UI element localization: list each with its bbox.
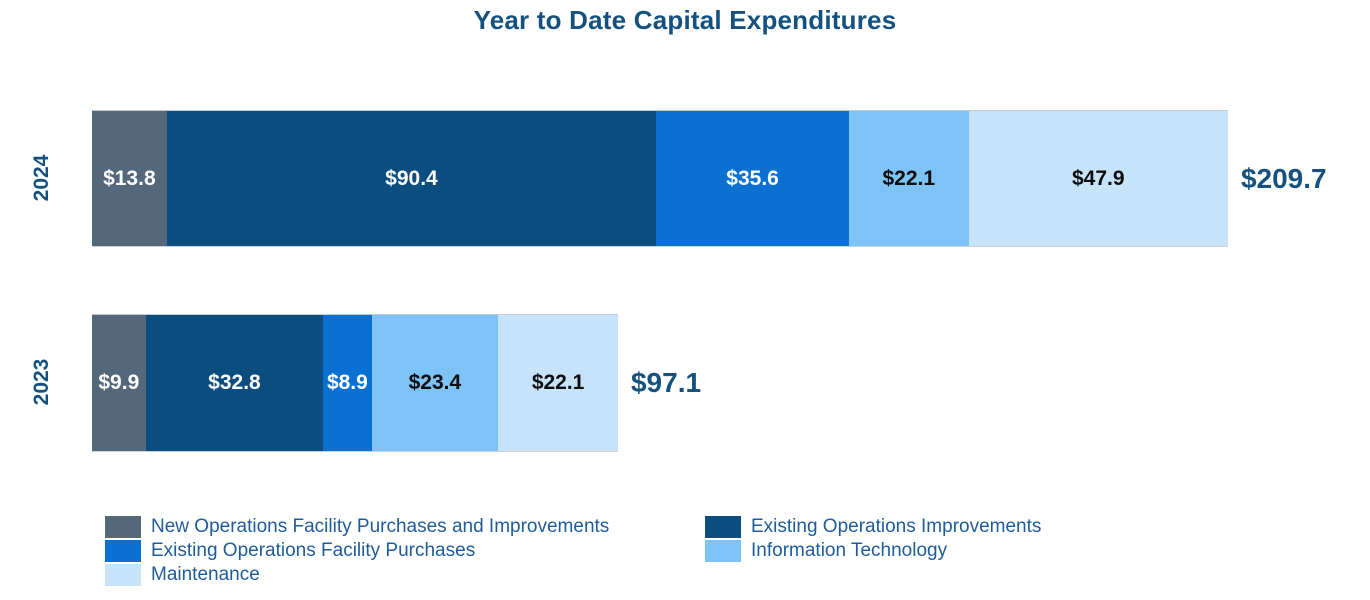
legend-swatch [105,540,141,562]
bar-segment: $9.9 [92,315,146,451]
segment-value-label: $47.9 [1071,166,1125,190]
legend-swatch [105,516,141,538]
legend-label: Information Technology [751,540,948,561]
year-axis-label-2023: 2023 [30,358,53,406]
segment-value-label: $22.1 [882,166,936,190]
legend-swatch [705,516,741,538]
legend-item: Information Technology [705,540,1041,562]
bar-segment: $22.1 [848,111,969,246]
segment-value-label: $13.8 [103,166,156,190]
bar-total-label-2024: $209.7 [1240,162,1327,194]
legend-item: Maintenance [105,564,705,586]
legend-label: New Operations Facility Purchases and Im… [151,516,610,537]
chart-legend: New Operations Facility Purchases and Im… [105,516,1041,586]
chart-title: Year to Date Capital Expenditures [473,5,897,35]
legend-label: Maintenance [151,564,260,585]
segment-value-label: $23.4 [408,371,462,394]
bar-segment: $32.8 [145,315,324,451]
bar-segment: $47.9 [968,111,1228,246]
legend-item: New Operations Facility Purchases and Im… [105,516,705,538]
legend-swatch [705,540,741,562]
bar-segment: $90.4 [166,111,657,246]
legend-label: Existing Operations Improvements [751,516,1042,537]
segment-value-label: $35.6 [726,166,779,190]
segment-value-label: $32.8 [208,371,261,394]
year-axis-label-2024: 2024 [30,154,53,201]
segment-value-label: $90.4 [385,166,438,190]
segment-value-label: $9.9 [98,371,140,394]
segment-value-label: $8.9 [326,371,368,394]
stacked-bar-2023: $9.9 $32.8 $8.9 $23.4 $22.1 [92,314,618,452]
legend-swatch [105,564,141,586]
bar-segment: $35.6 [656,111,849,246]
legend-item: Existing Operations Facility Purchases [105,540,705,562]
stacked-bar-2024: $13.8 $90.4 $35.6 $22.1 $47.9 [92,110,1228,247]
bar-segment: $22.1 [498,315,618,451]
legend-item: Existing Operations Improvements [705,516,1041,538]
bar-segment: $13.8 [92,111,167,246]
segment-value-label: $22.1 [531,371,585,394]
bar-total-label-2023: $97.1 [630,367,702,398]
bar-segment: $23.4 [371,315,499,451]
legend-label: Existing Operations Facility Purchases [151,540,476,561]
bar-segment: $8.9 [323,315,372,451]
